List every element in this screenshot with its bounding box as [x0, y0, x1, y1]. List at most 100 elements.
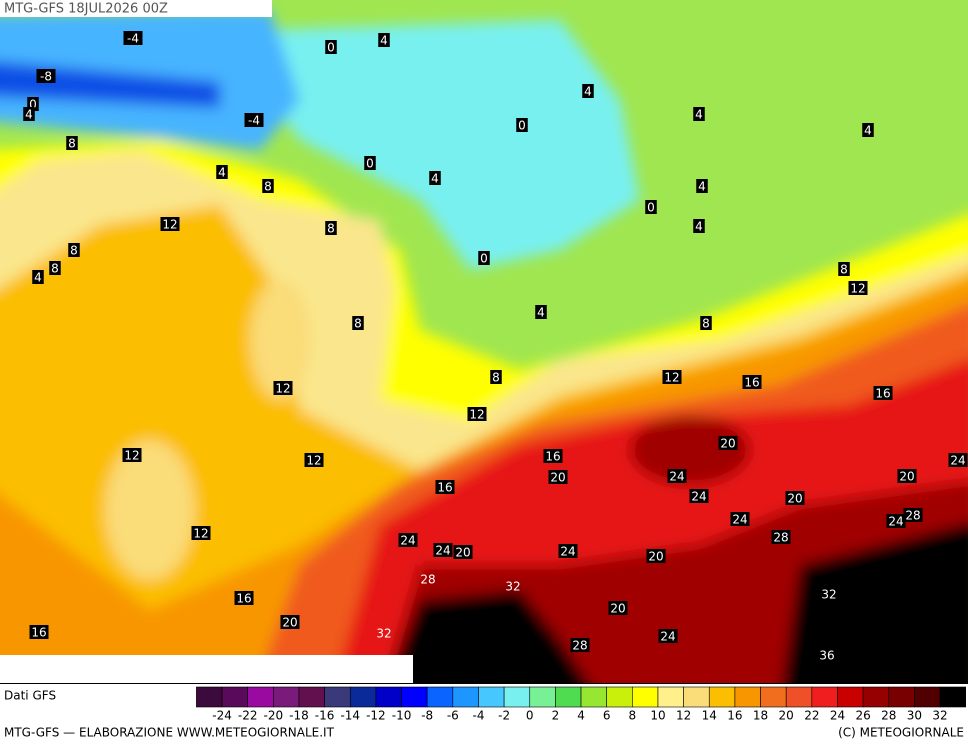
contour-label-box	[718, 436, 738, 450]
colorbar-tick-label: -8	[421, 709, 433, 723]
contour-label: 20	[282, 616, 297, 630]
contour-label: 36	[819, 649, 834, 663]
contour-label-box	[66, 136, 78, 150]
contour-label: 32	[821, 588, 836, 602]
contour-label: 8	[492, 371, 500, 385]
colorbar-swatch	[837, 686, 864, 708]
colorbar-swatch	[221, 686, 248, 708]
contour-label-box	[304, 453, 324, 467]
contour-label: 4	[584, 85, 592, 99]
contour-label: 0	[480, 252, 488, 266]
colorbar-tick-label: 6	[603, 709, 611, 723]
contour-label-box	[398, 533, 418, 547]
contour-label: 12	[275, 382, 290, 396]
contour-label-box	[122, 448, 142, 462]
contour-label: 12	[193, 527, 208, 541]
contour-label: 16	[31, 626, 46, 640]
contour-label-box	[478, 251, 490, 265]
contour-label: -8	[40, 70, 52, 84]
contour-label: 4	[698, 180, 706, 194]
colorbar-tick-label: 12	[676, 709, 691, 723]
contour-label: 16	[875, 387, 890, 401]
contour-label-box	[548, 470, 568, 484]
contour-label-box	[742, 375, 762, 389]
contour-label-box	[535, 305, 547, 319]
contour-label-box	[160, 217, 180, 231]
colorbar-swatch	[478, 686, 505, 708]
contour-label-box	[36, 69, 56, 83]
colorbar-swatch	[708, 686, 736, 708]
contour-label: 32	[376, 627, 391, 641]
contour-label: 8	[51, 262, 59, 276]
contour-label: 0	[518, 119, 526, 133]
contour-label-box	[693, 107, 705, 121]
contour-label-box	[378, 33, 390, 47]
contour-label: 20	[610, 602, 625, 616]
contour-label-box	[948, 453, 968, 467]
contour-label-box	[903, 508, 923, 522]
colorbar-tick-label: 26	[855, 709, 870, 723]
footer-right: (C) METEOGIORNALE	[838, 726, 964, 740]
contour-label: 8	[68, 137, 76, 151]
contour-label-box	[27, 97, 39, 111]
contour-label-box	[558, 544, 578, 558]
colorbar-tick-label: -14	[340, 709, 360, 723]
colorbar-swatch	[785, 686, 813, 708]
colorbar-tick-label: 0	[526, 709, 534, 723]
contour-label: 24	[660, 630, 675, 644]
contour-label-box	[364, 156, 376, 170]
colorbar-tick-label: -18	[289, 709, 309, 723]
contour-label: 20	[899, 470, 914, 484]
colorbar-tick-label: 20	[779, 709, 794, 723]
contour-label-box	[433, 543, 453, 557]
contour-label: -4	[248, 114, 260, 128]
colorbar-tick-label: -2	[498, 709, 510, 723]
contour-label-box	[696, 179, 708, 193]
contour-label: 32	[505, 580, 520, 594]
colorbar-tick-label: -10	[392, 709, 412, 723]
colorbar-tick-label: 32	[932, 709, 947, 723]
colorbar-tick-label: 8	[629, 709, 637, 723]
colorbar-swatch	[914, 686, 941, 708]
colorbar-tick-label: -12	[366, 709, 386, 723]
contour-label-box	[352, 316, 364, 330]
colorbar-tick-label: -6	[447, 709, 459, 723]
legend-source: Dati GFS	[4, 689, 56, 703]
contour-label: 16	[545, 450, 560, 464]
colorbar-swatch	[247, 686, 274, 708]
contour-label: 0	[366, 157, 374, 171]
colorbar-swatch	[452, 686, 479, 708]
contour-label-box	[582, 84, 594, 98]
colorbar-tick-label: 28	[881, 709, 896, 723]
colorbar-swatch	[862, 686, 890, 708]
contour-label-box	[862, 123, 874, 137]
colorbar-swatch	[760, 686, 787, 708]
colorbar-swatch	[196, 686, 223, 708]
contour-label-box	[516, 118, 528, 132]
contour-label-box	[123, 31, 143, 45]
contour-label: 12	[162, 218, 177, 232]
contour-label-box	[23, 107, 35, 121]
contour-label-box	[848, 281, 868, 295]
contour-label: 12	[850, 282, 865, 296]
colorbar-tick-label: 10	[650, 709, 665, 723]
colorbar-swatch	[298, 686, 325, 708]
contour-label-box	[29, 625, 49, 639]
contour-label: 4	[34, 271, 42, 285]
contour-label-box	[280, 615, 300, 629]
contour-label: 4	[695, 108, 703, 122]
contour-label: 4	[431, 172, 439, 186]
map-title: MTG-GFS 18JUL2026 00Z	[4, 2, 168, 17]
contour-label-box	[435, 480, 455, 494]
contour-label-box	[608, 601, 628, 615]
contour-label-box	[662, 370, 682, 384]
contour-label-box	[646, 549, 666, 563]
colorbar-swatch	[657, 686, 684, 708]
contour-label: 8	[354, 317, 362, 331]
contour-label-box	[689, 489, 709, 503]
contour-label-box	[244, 113, 264, 127]
colorbar-swatch	[632, 686, 659, 708]
colorbar-tick-label: 22	[804, 709, 819, 723]
contour-label: 4	[864, 124, 872, 138]
colorbar-swatch	[734, 686, 761, 708]
